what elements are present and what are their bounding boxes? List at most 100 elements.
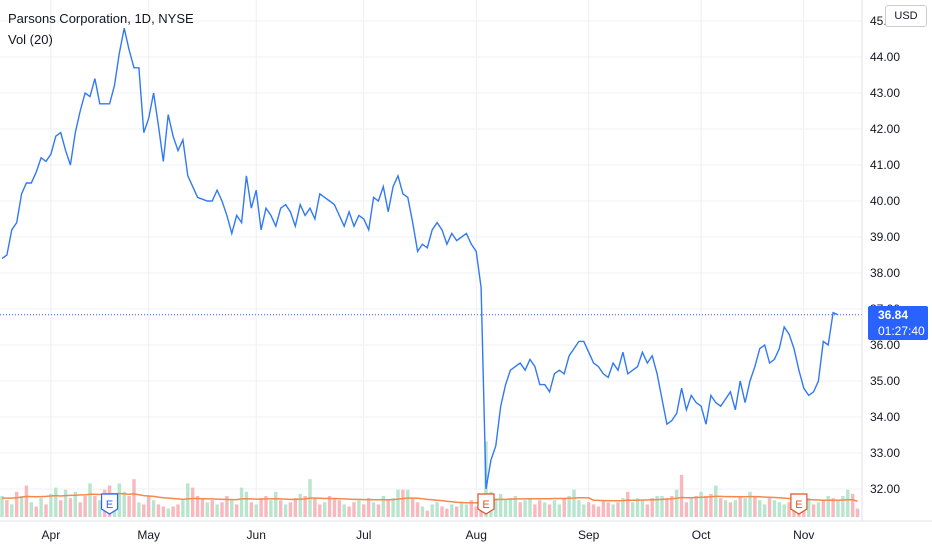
volume-bar	[318, 504, 322, 517]
symbol-title[interactable]: Parsons Corporation, 1D, NYSE	[8, 11, 194, 26]
volume-bar	[635, 498, 640, 517]
volume-bar	[816, 502, 821, 517]
volume-bar	[337, 500, 342, 517]
volume-bar	[264, 496, 268, 517]
volume-bar	[371, 502, 376, 517]
volume-bar	[186, 483, 190, 517]
earnings-marker-icon: E	[100, 493, 119, 515]
volume-bar	[748, 491, 752, 517]
time-tick-label: Sep	[578, 528, 600, 542]
volume-bar	[29, 502, 34, 517]
volume-bar	[190, 487, 195, 517]
earnings-marker-shape	[790, 493, 808, 515]
price-tick-label: 35.00	[870, 374, 900, 388]
time-tick-label: Jul	[356, 528, 371, 542]
volume-bar	[469, 500, 474, 517]
volume-bar	[767, 498, 772, 517]
earnings-marker-label: E	[106, 499, 113, 511]
volume-bar	[298, 493, 302, 517]
volume-bar	[151, 500, 156, 517]
volume-bar	[753, 496, 757, 517]
volume-bar	[572, 489, 576, 517]
volume-bar	[88, 483, 92, 517]
volume-bar	[420, 506, 425, 517]
volume-bar	[34, 506, 38, 517]
volume-bar	[161, 506, 166, 517]
volume-bar	[655, 496, 659, 517]
volume-bar	[777, 502, 782, 517]
currency-button[interactable]: USD	[885, 5, 927, 27]
volume-bar	[709, 493, 713, 517]
volume-bar	[577, 500, 581, 517]
volume-bar	[274, 491, 278, 517]
volume-bar	[357, 500, 361, 517]
price-tick-label: 41.00	[870, 158, 900, 172]
volume-bar	[596, 506, 601, 517]
volume-bar	[552, 500, 557, 517]
volume-bar	[303, 496, 307, 517]
price-line[interactable]	[1, 28, 839, 490]
volume-bar	[645, 504, 650, 517]
volume-bar	[626, 491, 630, 517]
volume-bar	[181, 500, 185, 517]
volume-bar	[44, 504, 48, 517]
volume-bar	[63, 489, 68, 517]
earnings-marker-icon: E	[477, 493, 495, 515]
volume-bar	[0, 496, 4, 517]
earnings-marker-shape	[477, 493, 495, 515]
volume-bar	[205, 502, 210, 517]
volume-bar	[278, 500, 283, 517]
volume-indicator-label[interactable]: Vol (20)	[8, 32, 53, 47]
volume-bar	[288, 502, 293, 517]
volume-bar	[831, 498, 835, 517]
volume-bar	[440, 506, 444, 517]
volume-bar	[855, 508, 860, 517]
volume-bar	[591, 504, 596, 517]
time-tick-label: Apr	[42, 528, 61, 542]
volume-bar	[518, 502, 522, 517]
volume-bar	[498, 493, 503, 517]
volume-bar	[821, 500, 826, 517]
volume-bar	[503, 500, 508, 517]
volume-bar	[606, 502, 610, 517]
volume-bar	[718, 498, 723, 517]
volume-bar	[733, 500, 738, 517]
price-axis[interactable]: 32.0033.0034.0035.0036.0037.0038.0039.00…	[870, 14, 900, 496]
volume-bar	[494, 498, 498, 517]
volume-bar	[738, 496, 742, 517]
volume-bar	[19, 496, 24, 517]
earnings-marker-icon: E	[790, 493, 808, 515]
volume-bar	[249, 502, 254, 517]
volume-bar	[547, 504, 552, 517]
price-tick-label: 32.00	[870, 482, 900, 496]
volume-bar	[836, 500, 840, 517]
volume-bar	[582, 504, 586, 517]
volume-bar	[694, 496, 698, 517]
volume-bar	[269, 500, 273, 517]
volume-bar	[454, 506, 459, 517]
volume-bar	[674, 489, 679, 517]
time-axis[interactable]: Apr May Jun Jul Aug Sep Oct Nov	[42, 528, 815, 542]
volume-bar	[406, 489, 410, 517]
volume-bar	[313, 498, 317, 517]
volume-bar	[156, 504, 161, 517]
volume-bar	[850, 493, 855, 517]
volume-bar	[841, 496, 845, 517]
volume-bar	[728, 502, 733, 517]
price-tick-label: 42.00	[870, 122, 900, 136]
volume-bar	[459, 502, 464, 517]
volume-bar	[24, 485, 29, 517]
vertical-grid	[50, 0, 805, 521]
volume-bar	[293, 498, 298, 517]
volume-bar	[660, 496, 664, 517]
volume-bar	[621, 498, 625, 517]
time-tick-label: May	[137, 528, 160, 542]
volume-bar	[220, 502, 224, 517]
volume-bar	[171, 506, 175, 517]
volume-bar	[557, 504, 562, 517]
volume-bar	[352, 502, 356, 517]
volume-bar	[772, 500, 777, 517]
volume-bar	[142, 504, 146, 517]
